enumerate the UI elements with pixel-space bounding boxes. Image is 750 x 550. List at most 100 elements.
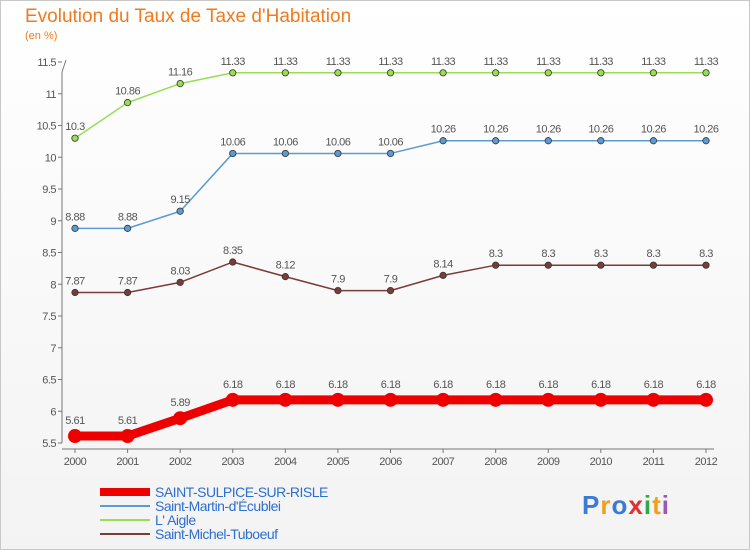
logo-letter: o	[611, 490, 629, 520]
data-label: 10.06	[273, 136, 298, 148]
data-label: 10.26	[536, 124, 561, 136]
data-point	[176, 79, 184, 88]
y-tick-label: 8	[50, 279, 56, 291]
legend-label: Saint-Michel-Tuboeuf	[155, 526, 278, 542]
y-tick-label: 8.5	[42, 248, 56, 260]
y-tick-label: 9	[50, 216, 56, 228]
data-label: 11.33	[273, 56, 298, 68]
logo-letter: t	[652, 490, 662, 520]
y-tick-label: 7.5	[42, 311, 56, 323]
y-tick-label: 11.5	[37, 57, 56, 69]
data-point	[278, 392, 293, 407]
x-tick-label: 2006	[379, 456, 402, 468]
data-label: 11.33	[484, 56, 509, 68]
data-label: 6.18	[486, 379, 506, 391]
data-point	[649, 137, 658, 145]
legend-swatch	[100, 533, 150, 535]
data-label: 7.87	[65, 276, 85, 288]
data-point	[71, 134, 79, 142]
x-tick-label: 2001	[116, 456, 139, 468]
data-point	[593, 392, 608, 407]
data-point	[439, 137, 447, 145]
data-point	[436, 392, 451, 407]
data-label: 8.12	[276, 260, 296, 272]
x-tick-label: 2011	[643, 456, 665, 468]
data-point	[71, 288, 79, 297]
legend-item: Saint-Martin-d'Écublei	[100, 498, 400, 514]
x-tick-label: 2010	[590, 456, 613, 468]
data-point	[176, 278, 184, 286]
data-point	[123, 99, 132, 107]
data-label: 9.15	[170, 194, 190, 206]
data-point	[386, 149, 395, 158]
legend-swatch	[100, 519, 150, 521]
data-point	[488, 392, 503, 407]
x-tick-label: 2008	[484, 456, 507, 468]
data-label: 10.26	[641, 124, 666, 136]
data-point	[176, 207, 184, 215]
y-tick-label: 6.5	[42, 375, 56, 387]
legend-label: L' Aigle	[155, 512, 196, 528]
data-point	[492, 261, 500, 269]
x-tick-label: 2004	[274, 456, 297, 468]
data-label: 7.87	[118, 276, 138, 288]
legend-label: Saint-Martin-d'Écublei	[155, 498, 281, 514]
data-point	[120, 429, 135, 444]
data-label: 6.18	[644, 379, 664, 391]
data-point	[229, 149, 237, 158]
data-label: 6.18	[381, 379, 401, 391]
x-tick-label: 2002	[169, 456, 192, 468]
x-tick-label: 2012	[695, 456, 718, 468]
data-point	[699, 392, 713, 407]
data-label: 5.61	[118, 415, 138, 427]
y-tick-label: 7	[50, 343, 56, 355]
data-label: 5.89	[170, 397, 190, 409]
data-point	[334, 149, 342, 158]
data-label: 8.3	[647, 248, 661, 260]
data-point	[68, 429, 82, 444]
logo-letter: P	[582, 490, 601, 520]
x-tick-label: 2009	[537, 456, 560, 468]
legend-item: L' Aigle	[100, 512, 400, 528]
legend-swatch	[100, 488, 150, 496]
data-label: 7.9	[384, 274, 398, 286]
data-point	[173, 411, 188, 426]
data-point	[649, 261, 658, 269]
legend-item: Saint-Michel-Tuboeuf	[100, 526, 400, 542]
logo-letter: r	[600, 490, 612, 520]
data-label: 11.33	[694, 56, 719, 68]
chart-title: Evolution du Taux de Taxe d'Habitation	[25, 6, 352, 27]
data-point	[597, 137, 605, 145]
data-label: 8.3	[541, 248, 555, 260]
data-point	[439, 271, 447, 279]
data-label: 11.33	[589, 56, 614, 68]
data-point	[281, 149, 289, 158]
data-point	[229, 69, 237, 77]
data-point	[544, 69, 552, 77]
x-tick-label: 2003	[222, 456, 245, 468]
data-point	[649, 69, 658, 77]
data-label: 8.88	[65, 211, 85, 223]
data-point	[702, 69, 710, 77]
x-tick-label: 2005	[327, 456, 350, 468]
data-label: 10.06	[325, 136, 350, 148]
data-label: 11.33	[641, 56, 666, 68]
data-point	[597, 69, 605, 77]
data-point	[123, 224, 132, 232]
data-point	[702, 137, 710, 145]
data-label: 11.33	[326, 56, 351, 68]
data-label: 11.16	[168, 67, 193, 79]
data-label: 10.26	[483, 124, 508, 136]
data-label: 8.3	[489, 248, 503, 260]
data-label: 11.33	[536, 56, 561, 68]
data-point	[544, 261, 552, 269]
data-label: 10.26	[693, 124, 718, 136]
proxiti-logo: Proxiti	[582, 490, 670, 521]
logo-letter: i	[661, 490, 670, 520]
data-point	[334, 69, 342, 77]
data-label: 10.06	[220, 136, 245, 148]
y-tick-label: 5.5	[42, 438, 56, 450]
data-label: 6.18	[539, 379, 559, 391]
data-label: 10.26	[588, 124, 613, 136]
